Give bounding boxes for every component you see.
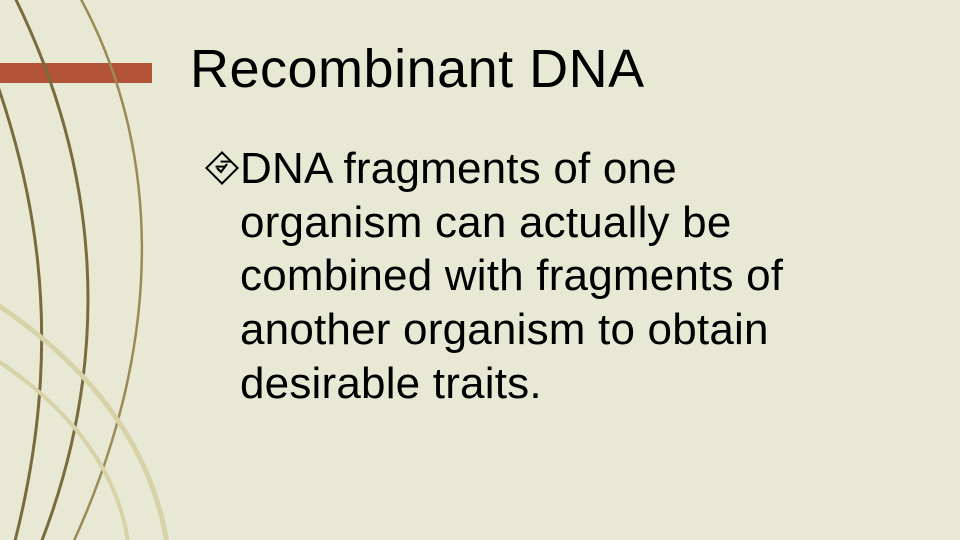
slide-title: Recombinant DNA [190,38,960,100]
bullet-text: DNA fragments of one organism can actual… [240,142,870,410]
slide-content: Recombinant DNA DNA fragments of one org… [0,0,960,540]
diamond-check-icon [205,151,239,185]
slide-body: DNA fragments of one organism can actual… [210,142,870,410]
slide: Recombinant DNA DNA fragments of one org… [0,0,960,540]
bullet-item: DNA fragments of one organism can actual… [210,142,870,410]
